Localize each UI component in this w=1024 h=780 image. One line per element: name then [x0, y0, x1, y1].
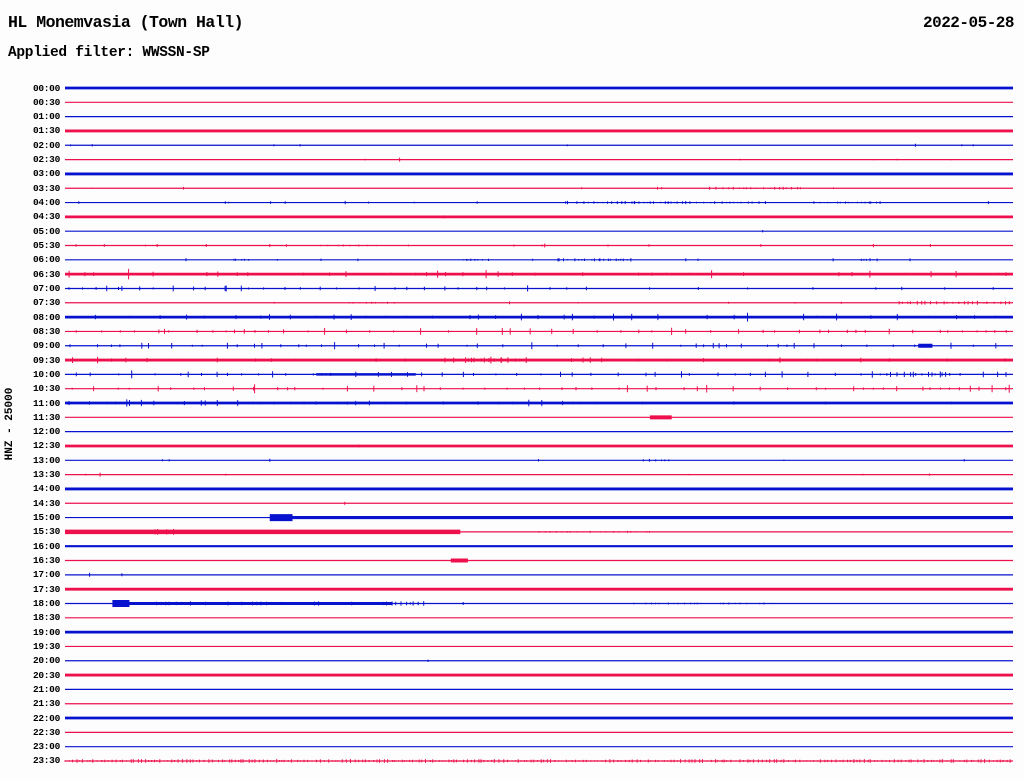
- time-label: 22:30: [32, 726, 60, 738]
- time-label: 08:30: [32, 325, 60, 337]
- trace-row-0900: [65, 342, 1013, 350]
- time-label: 13:00: [32, 454, 60, 466]
- time-label: 20:00: [32, 655, 60, 667]
- trace-row-1000: [65, 370, 1013, 379]
- time-label: 11:30: [32, 411, 60, 423]
- time-label: 07:00: [32, 282, 60, 294]
- time-label: 15:30: [32, 526, 60, 538]
- trace-row-2330: [64, 759, 1013, 763]
- time-label: 20:30: [32, 669, 60, 681]
- time-label: 00:30: [32, 96, 60, 108]
- time-label: 18:30: [32, 612, 60, 624]
- time-label: 06:30: [32, 268, 60, 280]
- time-label: 09:30: [32, 354, 60, 366]
- time-label: 21:30: [32, 698, 60, 710]
- time-label: 04:30: [32, 211, 60, 223]
- time-label: 01:30: [32, 125, 60, 137]
- trace-row-0830: [65, 327, 1013, 335]
- trace-row-2000: [65, 659, 1013, 662]
- time-label: 12:00: [32, 426, 60, 438]
- time-label: 16:30: [32, 555, 60, 567]
- trace-row-1500: [65, 514, 1013, 522]
- trace-row-1300: [65, 458, 1013, 462]
- time-label: 13:30: [32, 469, 60, 481]
- time-label: 14:00: [32, 483, 60, 495]
- trace-row-1430: [65, 501, 1013, 505]
- time-label: 03:30: [32, 182, 60, 194]
- time-label: 00:00: [32, 82, 60, 94]
- time-label: 17:30: [32, 583, 60, 595]
- trace-row-0500: [65, 230, 1013, 233]
- trace-row-0800: [65, 312, 1013, 322]
- time-label: 11:00: [32, 397, 60, 409]
- time-label: 19:30: [32, 640, 60, 652]
- time-label: 18:00: [32, 597, 60, 609]
- time-label: 06:00: [32, 254, 60, 266]
- time-label: 07:30: [32, 297, 60, 309]
- trace-row-1230: [65, 444, 1013, 448]
- time-label: 19:00: [32, 626, 60, 638]
- trace-row-0400: [65, 200, 1013, 205]
- applied-filter-label: Applied filter: WWSSN-SP: [8, 45, 210, 61]
- time-label: 23:00: [32, 741, 60, 753]
- trace-row-0430: [65, 215, 1013, 219]
- time-label: 05:30: [32, 240, 60, 251]
- time-label: 01:00: [32, 111, 60, 123]
- time-label: 16:00: [32, 540, 60, 552]
- time-label: 09:00: [32, 340, 60, 352]
- time-label: 03:00: [32, 168, 60, 180]
- time-label: 17:00: [32, 569, 60, 581]
- trace-row-0200: [65, 143, 1013, 147]
- time-label: 14:30: [32, 497, 60, 509]
- trace-row-1800: [65, 599, 1013, 607]
- time-label: 05:00: [32, 225, 60, 237]
- time-label: 04:00: [32, 197, 60, 209]
- time-label: 02:30: [32, 154, 60, 166]
- trace-row-0700: [65, 285, 1013, 292]
- trace-row-0330: [65, 186, 1013, 190]
- time-label: 22:00: [32, 712, 60, 724]
- trace-row-1330: [65, 472, 1013, 477]
- trace-row-1100: [65, 399, 1013, 407]
- time-label: 12:30: [32, 440, 60, 452]
- time-label: 23:30: [32, 755, 60, 767]
- time-label: 10:00: [32, 368, 60, 380]
- trace-row-0730: [65, 300, 1013, 305]
- time-label: 15:00: [32, 512, 60, 524]
- trace-row-1530: [65, 528, 1013, 535]
- trace-row-0930: [65, 356, 1013, 364]
- trace-row-0630: [65, 268, 1013, 280]
- trace-row-1030: [65, 384, 1013, 394]
- time-label: 02:00: [32, 139, 60, 151]
- trace-row-0530: [65, 243, 1013, 248]
- trace-row-0600: [65, 258, 1013, 262]
- time-label: 10:30: [32, 383, 60, 395]
- record-date: 2022-05-28: [922, 14, 1015, 32]
- trace-row-0230: [65, 157, 1013, 162]
- trace-row-1700: [65, 572, 1013, 577]
- station-title: HL Monemvasia (Town Hall): [8, 13, 244, 32]
- time-label: 08:00: [32, 311, 60, 323]
- time-label: 21:00: [32, 683, 60, 695]
